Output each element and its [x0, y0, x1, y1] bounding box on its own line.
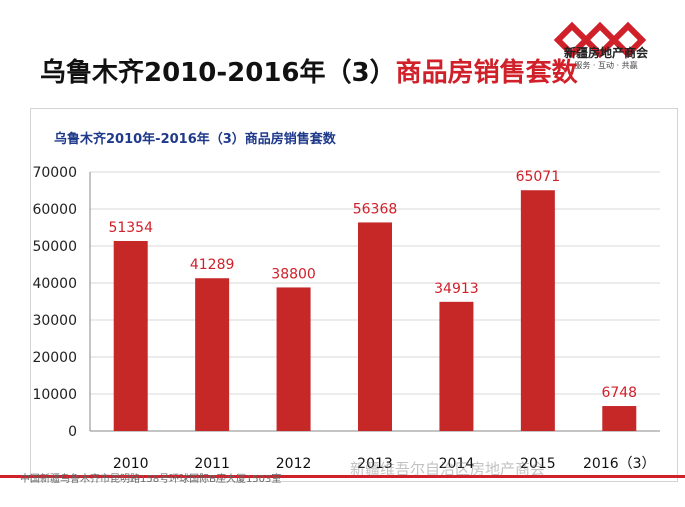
data-label: 41289 [190, 257, 235, 273]
x-tick-label: 2013 [357, 456, 393, 472]
x-tick-label: 2015 [520, 456, 556, 472]
x-tick-label: 2014 [439, 456, 475, 472]
bar [358, 222, 392, 431]
slide-title: 乌鲁木齐2010-2016年（3）商品房销售套数 [40, 52, 578, 89]
y-tick-label: 60000 [32, 202, 77, 218]
y-tick-label: 20000 [32, 350, 77, 366]
data-label: 51354 [108, 220, 153, 236]
x-tick-label: 2012 [276, 456, 312, 472]
watermark-text: 新疆维吾尔自治区房地产商会 [350, 460, 546, 478]
bar [439, 301, 474, 431]
y-tick-label: 10000 [32, 387, 77, 403]
y-tick-label: 50000 [32, 239, 77, 255]
bar [520, 190, 555, 431]
bar [602, 406, 637, 431]
bar [195, 278, 230, 431]
footer-rule [0, 475, 685, 478]
logo-name: 新疆房地产商会 [563, 46, 648, 60]
x-tick-label: 2010 [113, 456, 149, 472]
logo-slogan: 服务 · 互动 · 共赢 [574, 61, 638, 70]
data-label: 6748 [601, 385, 637, 401]
y-tick-label: 30000 [32, 313, 77, 329]
y-tick-label: 40000 [32, 276, 77, 292]
bar [113, 240, 148, 431]
x-tick-label: 2016（3） [583, 456, 656, 472]
x-tick-label: 2011 [194, 456, 230, 472]
footer-address: 中国新疆乌鲁木齐市昆明路158号环球国际B座大厦1503室 [20, 474, 282, 485]
y-tick-label: 70000 [32, 165, 77, 181]
slide-title-main: 乌鲁木齐2010-2016年（3） [40, 58, 396, 88]
chamber-logo-icon [553, 21, 647, 59]
data-label: 56368 [353, 201, 398, 217]
y-tick-label: 0 [68, 424, 77, 440]
data-label: 34913 [434, 281, 479, 297]
bar [276, 287, 311, 431]
data-label: 38800 [271, 266, 316, 282]
data-label: 65071 [516, 169, 561, 185]
slide-title-accent: 商品房销售套数 [395, 58, 578, 88]
chart-title: 乌鲁木齐2010年-2016年（3）商品房销售套数 [54, 132, 336, 147]
